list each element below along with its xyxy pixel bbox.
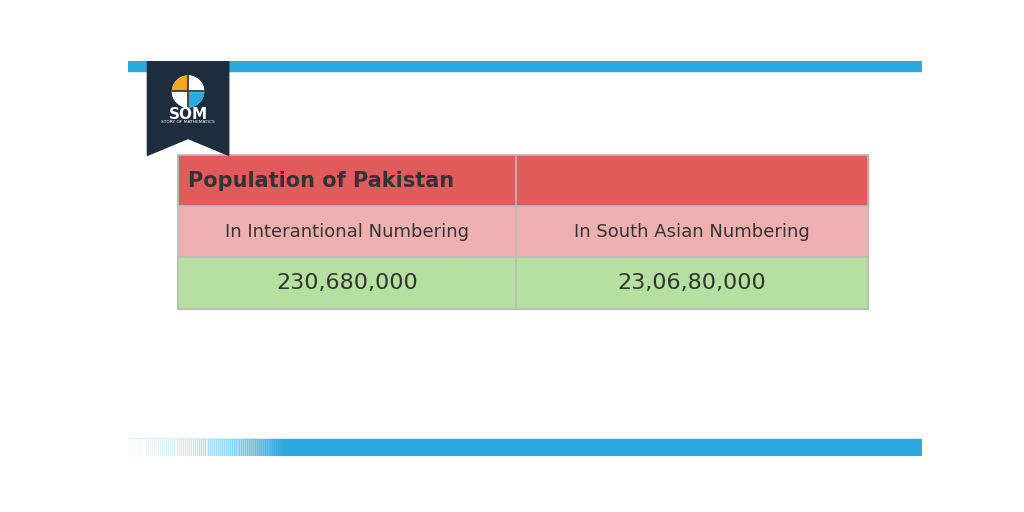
Bar [194, 439, 196, 456]
Polygon shape [173, 76, 188, 92]
Bar [155, 439, 157, 456]
Bar [273, 439, 275, 456]
Bar [241, 439, 243, 456]
Bar [176, 439, 178, 456]
Bar [223, 439, 225, 456]
Text: In Interantional Numbering: In Interantional Numbering [225, 223, 469, 241]
Text: In South Asian Numbering: In South Asian Numbering [573, 223, 810, 241]
Bar [191, 439, 194, 456]
Bar [184, 439, 186, 456]
Bar [173, 439, 174, 456]
Bar [248, 439, 250, 456]
Bar [239, 439, 241, 456]
Circle shape [173, 76, 204, 107]
Bar [262, 439, 263, 456]
Bar [217, 439, 219, 456]
Bar [211, 439, 213, 456]
Bar [226, 439, 228, 456]
Text: 230,680,000: 230,680,000 [276, 273, 418, 293]
Bar [196, 439, 198, 456]
Text: SOM: SOM [169, 107, 208, 122]
Bar [258, 439, 260, 456]
Bar [188, 439, 190, 456]
Bar [219, 439, 221, 456]
Bar [132, 439, 134, 456]
Bar [182, 439, 184, 456]
Bar [230, 439, 232, 456]
Bar [137, 439, 139, 456]
Bar [174, 439, 176, 456]
Bar [139, 439, 141, 456]
Bar [234, 439, 237, 456]
Bar [171, 439, 173, 456]
Bar [159, 439, 161, 456]
Bar [163, 439, 165, 456]
Bar [275, 439, 278, 456]
Polygon shape [188, 92, 204, 107]
Bar [186, 439, 188, 456]
Bar [150, 439, 152, 456]
Bar [202, 439, 204, 456]
Bar [200, 439, 202, 456]
Bar [265, 439, 267, 456]
Bar [136, 439, 137, 456]
Bar [250, 439, 252, 456]
Bar [128, 439, 130, 456]
Bar [141, 439, 143, 456]
Bar [143, 439, 145, 456]
Bar [243, 439, 245, 456]
Text: Population of Pakistan: Population of Pakistan [187, 171, 454, 191]
Bar [178, 155, 868, 206]
Bar [267, 439, 269, 456]
Bar [228, 439, 230, 456]
Bar [256, 439, 258, 456]
Bar [165, 439, 167, 456]
Bar [206, 439, 208, 456]
Bar [278, 439, 280, 456]
Bar [254, 439, 256, 456]
Polygon shape [147, 59, 228, 155]
Bar [232, 439, 234, 456]
Bar [215, 439, 217, 456]
Polygon shape [188, 76, 204, 92]
Bar [252, 439, 254, 456]
Bar [180, 439, 182, 456]
Bar [204, 439, 206, 456]
Bar [280, 439, 281, 456]
Bar [213, 439, 215, 456]
Bar [263, 439, 265, 456]
Bar [134, 439, 136, 456]
Bar [147, 439, 150, 456]
Bar [269, 439, 271, 456]
Text: 23,06,80,000: 23,06,80,000 [617, 273, 766, 293]
Bar [154, 439, 155, 456]
Bar [130, 439, 132, 456]
Bar [225, 439, 226, 456]
Bar [167, 439, 169, 456]
Text: STORY OF MATHEMATICS: STORY OF MATHEMATICS [161, 120, 215, 124]
Bar [271, 439, 273, 456]
Bar [281, 439, 283, 456]
Bar [161, 439, 163, 456]
Bar [178, 206, 868, 257]
Bar [237, 439, 239, 456]
Bar [178, 257, 868, 309]
Bar [260, 439, 262, 456]
Bar [157, 439, 159, 456]
Bar [145, 439, 147, 456]
Bar [221, 439, 223, 456]
Bar [128, 61, 922, 71]
Bar [178, 439, 180, 456]
Bar [152, 439, 154, 456]
Bar [245, 439, 246, 456]
Bar [246, 439, 248, 456]
Bar [169, 439, 171, 456]
Polygon shape [173, 92, 188, 107]
Bar [198, 439, 200, 456]
Bar [208, 439, 209, 456]
Bar [128, 439, 922, 456]
Bar [209, 439, 211, 456]
Bar [190, 439, 191, 456]
